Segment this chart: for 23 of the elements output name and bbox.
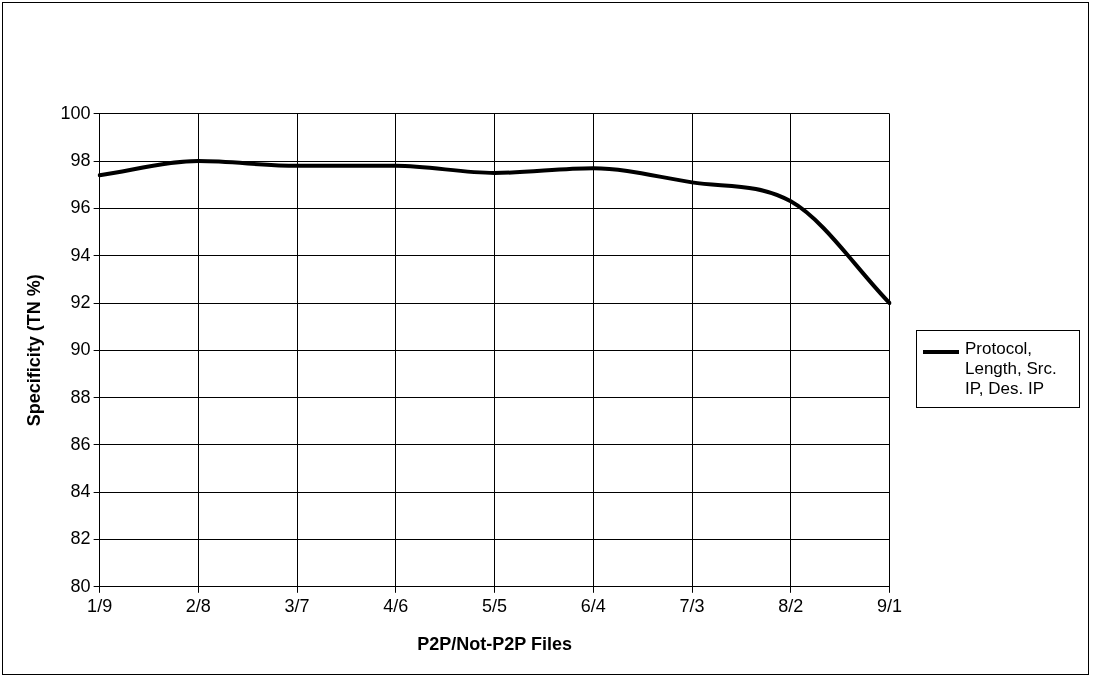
y-axis-title: Specificity (TN %) (23, 274, 44, 427)
legend-label: Protocol, Length, Src. IP, Des. IP (965, 339, 1058, 399)
x-tick-label: 8/2 (778, 595, 804, 616)
x-tick-label: 2/8 (185, 595, 211, 616)
x-tick-label: 5/5 (482, 595, 508, 616)
y-tick-label: 80 (70, 575, 91, 596)
y-tick-label: 84 (70, 481, 91, 502)
y-tick-label: 96 (70, 197, 91, 218)
y-tick-label: 88 (70, 386, 91, 407)
y-tick-label: 92 (70, 291, 91, 312)
x-tick-label: 9/1 (876, 595, 902, 616)
y-tick-label: 82 (70, 528, 91, 549)
y-tick-label: 100 (60, 102, 91, 123)
x-tick-label: 3/7 (284, 595, 310, 616)
y-tick-label: 86 (70, 433, 91, 454)
x-tick-label: 4/6 (383, 595, 409, 616)
y-tick-label: 90 (70, 339, 91, 360)
x-tick-label: 6/4 (580, 595, 606, 616)
x-tick-label: 7/3 (679, 595, 705, 616)
x-tick-label: 1/9 (87, 595, 113, 616)
x-axis-title: P2P/Not-P2P Files (417, 634, 572, 655)
y-tick-label: 94 (70, 244, 91, 265)
y-tick-label: 98 (70, 150, 91, 171)
